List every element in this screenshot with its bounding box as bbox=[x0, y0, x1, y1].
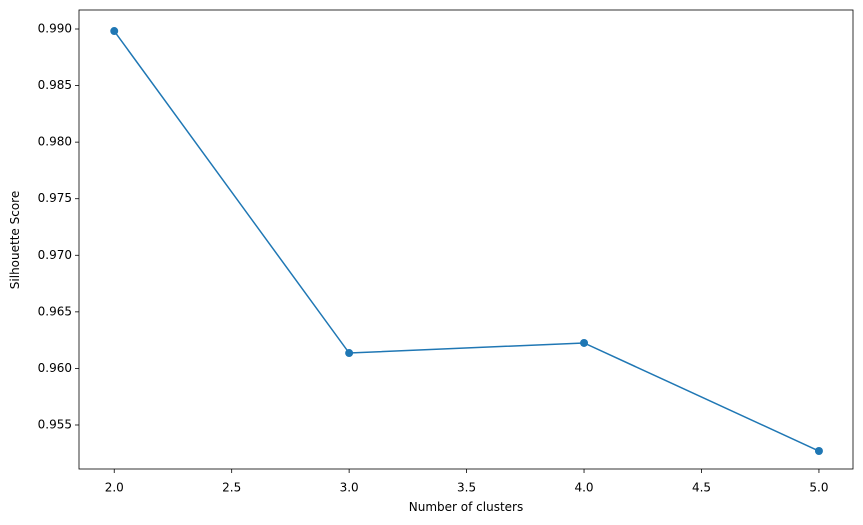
x-tick-label: 2.5 bbox=[222, 481, 241, 495]
x-tick-label: 2.0 bbox=[105, 481, 124, 495]
x-tick-label: 3.0 bbox=[340, 481, 359, 495]
marker bbox=[814, 447, 823, 456]
marker bbox=[110, 27, 119, 36]
y-axis-label: Silhouette Score bbox=[8, 191, 22, 289]
marker bbox=[345, 349, 354, 358]
y-tick-label: 0.960 bbox=[38, 361, 72, 375]
y-tick-label: 0.975 bbox=[38, 191, 72, 205]
y-tick-label: 0.990 bbox=[38, 22, 72, 36]
y-tick-label: 0.955 bbox=[38, 417, 72, 431]
x-tick-label: 4.0 bbox=[574, 481, 593, 495]
y-tick-label: 0.980 bbox=[38, 135, 72, 149]
y-tick-label: 0.970 bbox=[38, 248, 72, 262]
plot-frame bbox=[78, 9, 854, 470]
x-tick-label: 4.5 bbox=[692, 481, 711, 495]
marker bbox=[580, 338, 589, 347]
x-axis-label: Number of clusters bbox=[409, 500, 523, 514]
y-tick-label: 0.985 bbox=[38, 78, 72, 92]
x-tick-label: 3.5 bbox=[457, 481, 476, 495]
line bbox=[113, 30, 820, 452]
y-tick-label: 0.965 bbox=[38, 304, 72, 318]
x-tick-label: 5.0 bbox=[809, 481, 828, 495]
